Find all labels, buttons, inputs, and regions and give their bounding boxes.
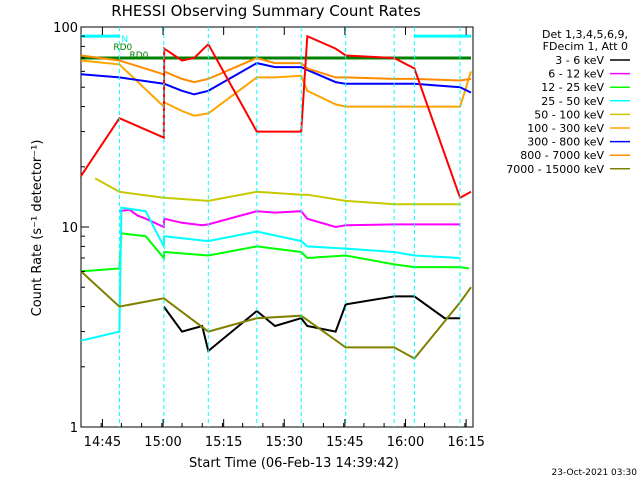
series-line <box>80 206 461 342</box>
flag-annotation: N <box>121 35 128 45</box>
legend-header: Det 1,3,4,5,6,9, <box>542 28 628 41</box>
legend-label: 6 - 12 keV <box>548 68 604 81</box>
legend-label: 300 - 800 keV <box>527 136 604 149</box>
x-tick-label: 14:45 <box>84 435 121 450</box>
flag-annotation: RD0 <box>129 51 148 61</box>
flag-bars <box>81 34 471 60</box>
x-tick-label: 15:15 <box>205 435 242 450</box>
legend-label: 3 - 6 keV <box>555 54 604 67</box>
y-tick-label: 1 <box>70 421 78 436</box>
legend-header: FDecim 1, Att 0 <box>543 40 628 53</box>
series-line <box>162 295 461 353</box>
x-axis-label: Start Time (06-Feb-13 14:39:42) <box>189 456 399 471</box>
legend: Det 1,3,4,5,6,9,FDecim 1, Att 03 - 6 keV… <box>506 28 630 176</box>
y-tick-label: 10 <box>61 221 78 236</box>
y-tick-label: 100 <box>53 21 78 36</box>
axis-ticks: 14:45 15:00 15:15 15:30 15:45 16:00 16:15 1 10 10… <box>53 21 485 450</box>
legend-label: 800 - 7000 keV <box>520 149 604 162</box>
series-line <box>80 270 472 360</box>
x-tick-label: 15:45 <box>326 435 363 450</box>
x-tick-label: 15:00 <box>144 435 181 450</box>
legend-label: 12 - 25 keV <box>541 81 604 94</box>
legend-label: 100 - 300 keV <box>527 122 604 135</box>
x-tick-label: 15:30 <box>266 435 303 450</box>
timestamp: 23-Oct-2021 03:30 <box>552 468 638 478</box>
series-line <box>94 177 461 206</box>
legend-label: 25 - 50 keV <box>541 95 604 108</box>
series-lines <box>80 34 472 360</box>
x-tick-label: 16:15 <box>447 435 484 450</box>
series-line <box>80 232 470 273</box>
series-line <box>80 59 472 117</box>
legend-label: 7000 - 15000 keV <box>506 163 604 176</box>
series-line <box>119 208 461 229</box>
y-axis-label: Count Rate (s⁻¹ detector⁻¹) <box>30 140 45 317</box>
legend-label: 50 - 100 keV <box>534 108 604 121</box>
chart-title: RHESSI Observing Summary Count Rates <box>111 2 421 20</box>
flag-annotation: RD0 <box>113 43 132 53</box>
x-tick-label: 16:00 <box>387 435 424 450</box>
gap-markers <box>118 27 461 427</box>
